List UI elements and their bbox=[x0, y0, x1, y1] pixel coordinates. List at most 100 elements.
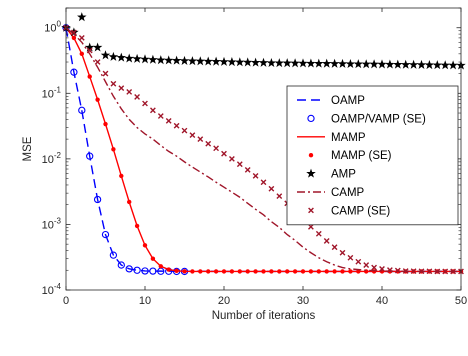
series-layer bbox=[61, 12, 466, 276]
data-point bbox=[424, 60, 435, 70]
plot-frame bbox=[65, 7, 462, 291]
data-point bbox=[116, 52, 127, 62]
data-point bbox=[387, 267, 393, 273]
data-point bbox=[181, 127, 188, 134]
legend: OAMP OAMP/VAMP (SE) MAMP MAMP (SE) AMP CAMP CA… bbox=[286, 85, 459, 226]
data-point bbox=[340, 269, 345, 274]
data-point bbox=[229, 269, 235, 274]
data-point bbox=[300, 269, 306, 274]
y-tick-label: 10-1 bbox=[42, 85, 62, 100]
data-point bbox=[237, 269, 242, 274]
data-point bbox=[134, 94, 140, 100]
data-point bbox=[282, 58, 292, 68]
data-point bbox=[213, 145, 219, 152]
data-point bbox=[308, 269, 314, 274]
data-point bbox=[418, 268, 425, 275]
data-point bbox=[171, 55, 182, 65]
data-point bbox=[339, 249, 346, 256]
data-point bbox=[227, 57, 237, 67]
data-point bbox=[361, 59, 371, 69]
legend-label: CAMP (SE) bbox=[331, 205, 390, 217]
data-point bbox=[187, 56, 198, 66]
data-point bbox=[242, 57, 253, 67]
data-point bbox=[124, 53, 134, 63]
ticks-layer: 0 10 20 30 40 50 10-4 10-3 10-2 10-1 100 bbox=[42, 7, 467, 307]
data-point bbox=[355, 258, 362, 265]
data-point bbox=[84, 42, 95, 52]
data-point bbox=[126, 89, 133, 95]
data-point bbox=[132, 53, 142, 63]
data-point bbox=[331, 244, 338, 251]
data-point bbox=[434, 268, 441, 275]
data-point bbox=[371, 264, 377, 271]
data-point bbox=[292, 269, 298, 274]
x-tick-label: 0 bbox=[63, 295, 69, 307]
y-tick-label: 10-3 bbox=[42, 216, 62, 231]
data-point bbox=[111, 147, 116, 152]
series-6 bbox=[63, 24, 464, 275]
x-tick-label: 30 bbox=[297, 295, 309, 307]
data-point bbox=[78, 34, 85, 41]
data-point bbox=[163, 55, 174, 65]
data-point bbox=[94, 59, 101, 65]
data-point bbox=[78, 106, 86, 114]
data-point bbox=[260, 179, 267, 186]
y-axis-label: MSE bbox=[22, 136, 34, 161]
data-point bbox=[250, 57, 261, 67]
legend-entry: OAMP bbox=[297, 95, 365, 107]
legend-label: MAMP bbox=[331, 132, 366, 144]
data-point bbox=[394, 267, 401, 274]
data-point bbox=[206, 269, 211, 274]
data-point bbox=[314, 58, 324, 68]
data-point bbox=[450, 268, 456, 275]
data-point bbox=[274, 58, 285, 68]
y-tick-label: 10-2 bbox=[42, 151, 62, 166]
data-point bbox=[203, 56, 213, 66]
data-point bbox=[363, 262, 370, 268]
data-point bbox=[140, 54, 150, 64]
data-point bbox=[100, 50, 111, 60]
data-point bbox=[150, 107, 156, 114]
data-point bbox=[268, 185, 275, 192]
data-point bbox=[205, 140, 212, 147]
legend-entry: OAMP/VAMP (SE) bbox=[307, 113, 426, 125]
data-point bbox=[290, 58, 300, 68]
data-point bbox=[87, 74, 92, 79]
data-point bbox=[109, 251, 118, 259]
data-point bbox=[213, 269, 219, 274]
data-point bbox=[329, 58, 340, 68]
data-point bbox=[197, 136, 204, 143]
data-point bbox=[323, 238, 330, 244]
data-point bbox=[236, 161, 243, 168]
data-point bbox=[332, 269, 337, 274]
series-0 bbox=[65, 27, 461, 273]
data-point bbox=[158, 264, 163, 269]
data-point bbox=[134, 223, 140, 229]
series-line bbox=[65, 27, 461, 273]
data-point bbox=[229, 155, 235, 162]
series-4 bbox=[61, 12, 466, 70]
data-point bbox=[345, 58, 356, 69]
data-point bbox=[245, 269, 250, 274]
data-point bbox=[353, 59, 364, 69]
data-point bbox=[150, 256, 156, 261]
data-point bbox=[117, 261, 125, 269]
data-point bbox=[432, 60, 443, 70]
data-point bbox=[179, 55, 190, 65]
data-point bbox=[347, 254, 354, 261]
data-point bbox=[221, 150, 227, 157]
data-point bbox=[141, 267, 149, 275]
y-tick-label: 10-4 bbox=[42, 282, 62, 297]
x-axis-label: Number of iterations bbox=[212, 310, 316, 322]
data-point bbox=[148, 54, 158, 64]
data-point bbox=[198, 269, 203, 274]
data-point bbox=[306, 58, 316, 68]
data-point bbox=[393, 59, 403, 69]
data-point bbox=[385, 59, 395, 69]
data-point bbox=[316, 269, 321, 274]
data-point bbox=[173, 122, 180, 129]
data-point bbox=[189, 132, 196, 139]
data-point bbox=[142, 100, 148, 107]
data-point bbox=[324, 269, 329, 274]
